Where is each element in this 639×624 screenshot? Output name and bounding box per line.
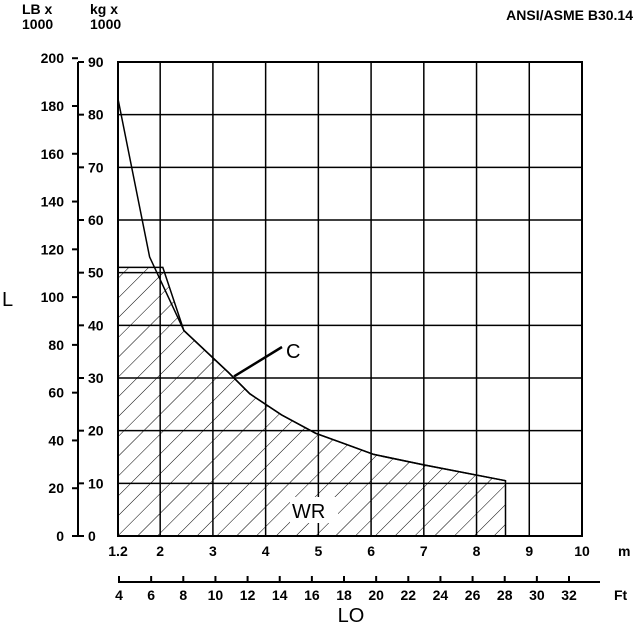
x-ft-tick-label: 4 [115,587,123,603]
y-right-tick-label: 50 [88,265,104,281]
y-left-tick-label: 180 [41,98,65,114]
x-ft-tick-label: 22 [401,587,417,603]
x-m-tick-label: 8 [473,543,481,559]
x-m-tick-label: 10 [574,543,590,559]
series-label-wr: WR [292,501,325,523]
x-unit-m: m [618,543,630,559]
y-right-tick-label: 60 [88,212,104,228]
y-left-tick-label: 140 [41,194,65,210]
x-axis-letter: LO [338,605,365,624]
y-left-unit-line1: LB x [22,1,53,17]
x-m-tick-label: 2 [156,543,164,559]
series-label-c: C [286,341,300,363]
y-axis-letter: L [2,289,13,311]
x-ft-ticks: 4 6 8 10 12 14 16 18 20 22 24 26 28 30 32 [115,576,577,603]
y-right-tick-label: 80 [88,107,104,123]
y-right-tick-label: 40 [88,317,104,333]
y-right-tick-label: 20 [88,423,104,439]
y-left-tick-label: 120 [41,241,65,257]
x-ft-tick-label: 20 [368,587,384,603]
x-unit-ft: Ft [614,587,628,603]
x-ft-tick-label: 18 [336,587,352,603]
wr-label-bg [290,497,338,523]
y-left-tick-label: 20 [48,480,64,496]
x-m-tick-label: 7 [420,543,428,559]
x-ft-tick-label: 16 [304,587,320,603]
y-left-tick-label: 40 [48,432,64,448]
x-m-tick-label: 6 [367,543,375,559]
y-left-unit-line2: 1000 [22,16,53,32]
y-left-tick-label: 200 [41,50,65,66]
y-left-tick-label: 100 [41,289,65,305]
y-right-tick-label: 70 [88,159,104,175]
y-right-tick-label: 10 [88,475,104,491]
x-ft-tick-label: 30 [529,587,545,603]
x-ft-tick-label: 32 [561,587,577,603]
y-right-tick-label: 30 [88,370,104,386]
x-m-ticks: 1.2 2 3 4 5 6 7 8 9 10 [108,543,590,559]
standard-label: ANSI/ASME B30.14 [506,7,633,23]
c-leader-line [233,345,283,378]
capacity-curve-c [117,98,506,482]
wr-area [117,266,507,537]
x-ft-tick-label: 8 [179,587,187,603]
y-left-tick-label: 80 [48,337,64,353]
y-left-tick-label: 0 [56,528,64,544]
x-m-tick-label: 1.2 [108,543,128,559]
x-m-tick-label: 5 [314,543,322,559]
y-left-tick-label: 160 [41,146,65,162]
plot-frame [117,61,583,537]
x-ft-tick-label: 26 [465,587,481,603]
x-ft-tick-label: 14 [272,587,288,603]
y-left-tick-label: 60 [48,385,64,401]
y-right-unit-line1: kg x [90,1,118,17]
x-ft-tick-label: 10 [208,587,224,603]
x-ft-tick-label: 6 [147,587,155,603]
y-right-tick-label: 0 [88,528,96,544]
x-ft-tick-label: 12 [240,587,256,603]
y-right-unit-line2: 1000 [90,16,121,32]
x-ft-tick-label: 28 [497,587,513,603]
y-right-tick-label: 90 [88,54,104,70]
y-right-ticks: 0 10 20 30 40 50 60 70 80 90 [78,54,104,544]
x-m-tick-label: 3 [209,543,217,559]
y-left-ticks: 0 20 40 60 80 100 120 140 160 180 200 [41,50,78,544]
x-m-tick-label: 4 [262,543,270,559]
x-ft-tick-label: 24 [433,587,449,603]
x-m-tick-label: 9 [525,543,533,559]
